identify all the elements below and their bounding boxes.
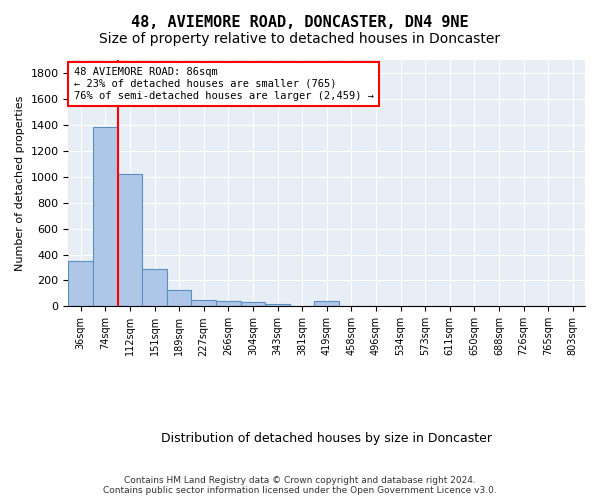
Bar xyxy=(314,301,339,306)
Bar xyxy=(216,300,241,306)
Text: Size of property relative to detached houses in Doncaster: Size of property relative to detached ho… xyxy=(100,32,500,46)
Bar xyxy=(191,300,216,306)
Text: 48 AVIEMORE ROAD: 86sqm
← 23% of detached houses are smaller (765)
76% of semi-d: 48 AVIEMORE ROAD: 86sqm ← 23% of detache… xyxy=(74,68,374,100)
Text: 48, AVIEMORE ROAD, DONCASTER, DN4 9NE: 48, AVIEMORE ROAD, DONCASTER, DN4 9NE xyxy=(131,15,469,30)
Bar xyxy=(68,261,93,306)
Bar xyxy=(118,174,142,306)
Bar xyxy=(241,302,265,306)
Bar xyxy=(93,128,118,306)
Text: Contains HM Land Registry data © Crown copyright and database right 2024.
Contai: Contains HM Land Registry data © Crown c… xyxy=(103,476,497,495)
Bar xyxy=(265,304,290,306)
Bar xyxy=(142,270,167,306)
Y-axis label: Number of detached properties: Number of detached properties xyxy=(15,96,25,271)
X-axis label: Distribution of detached houses by size in Doncaster: Distribution of detached houses by size … xyxy=(161,432,492,445)
Bar xyxy=(167,290,191,306)
